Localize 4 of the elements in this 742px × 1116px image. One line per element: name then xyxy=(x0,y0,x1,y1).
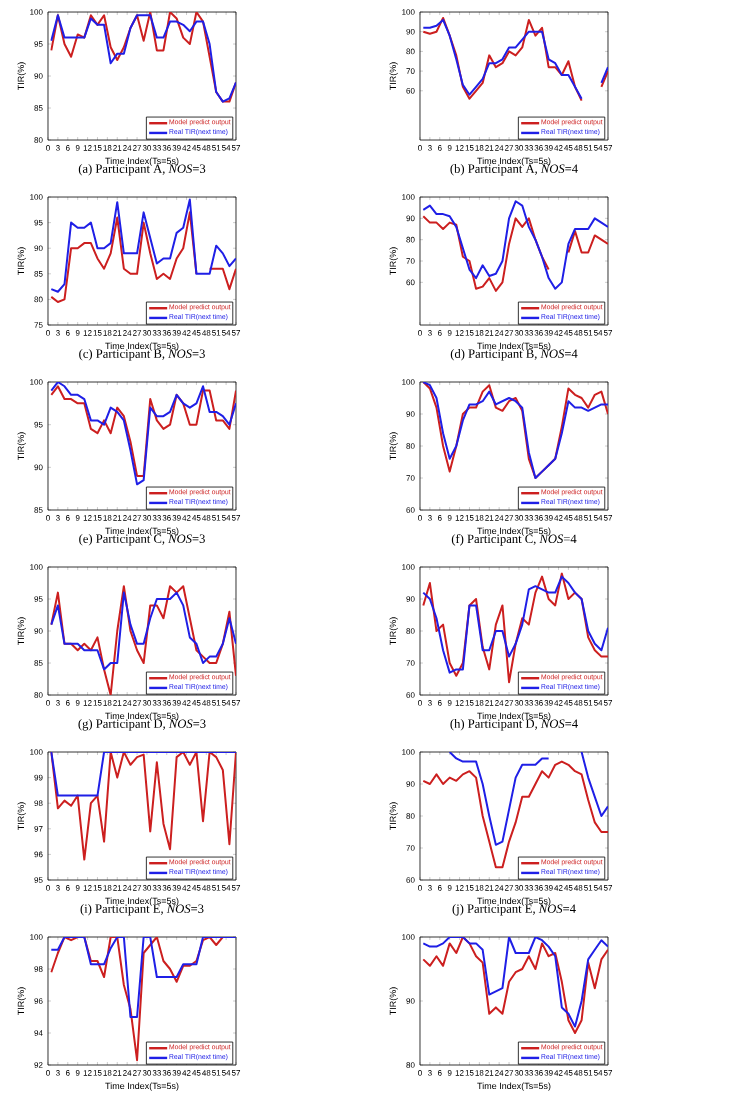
line-series xyxy=(50,752,236,861)
line-series xyxy=(422,382,608,480)
line-series xyxy=(50,585,236,696)
line-series xyxy=(422,760,608,869)
